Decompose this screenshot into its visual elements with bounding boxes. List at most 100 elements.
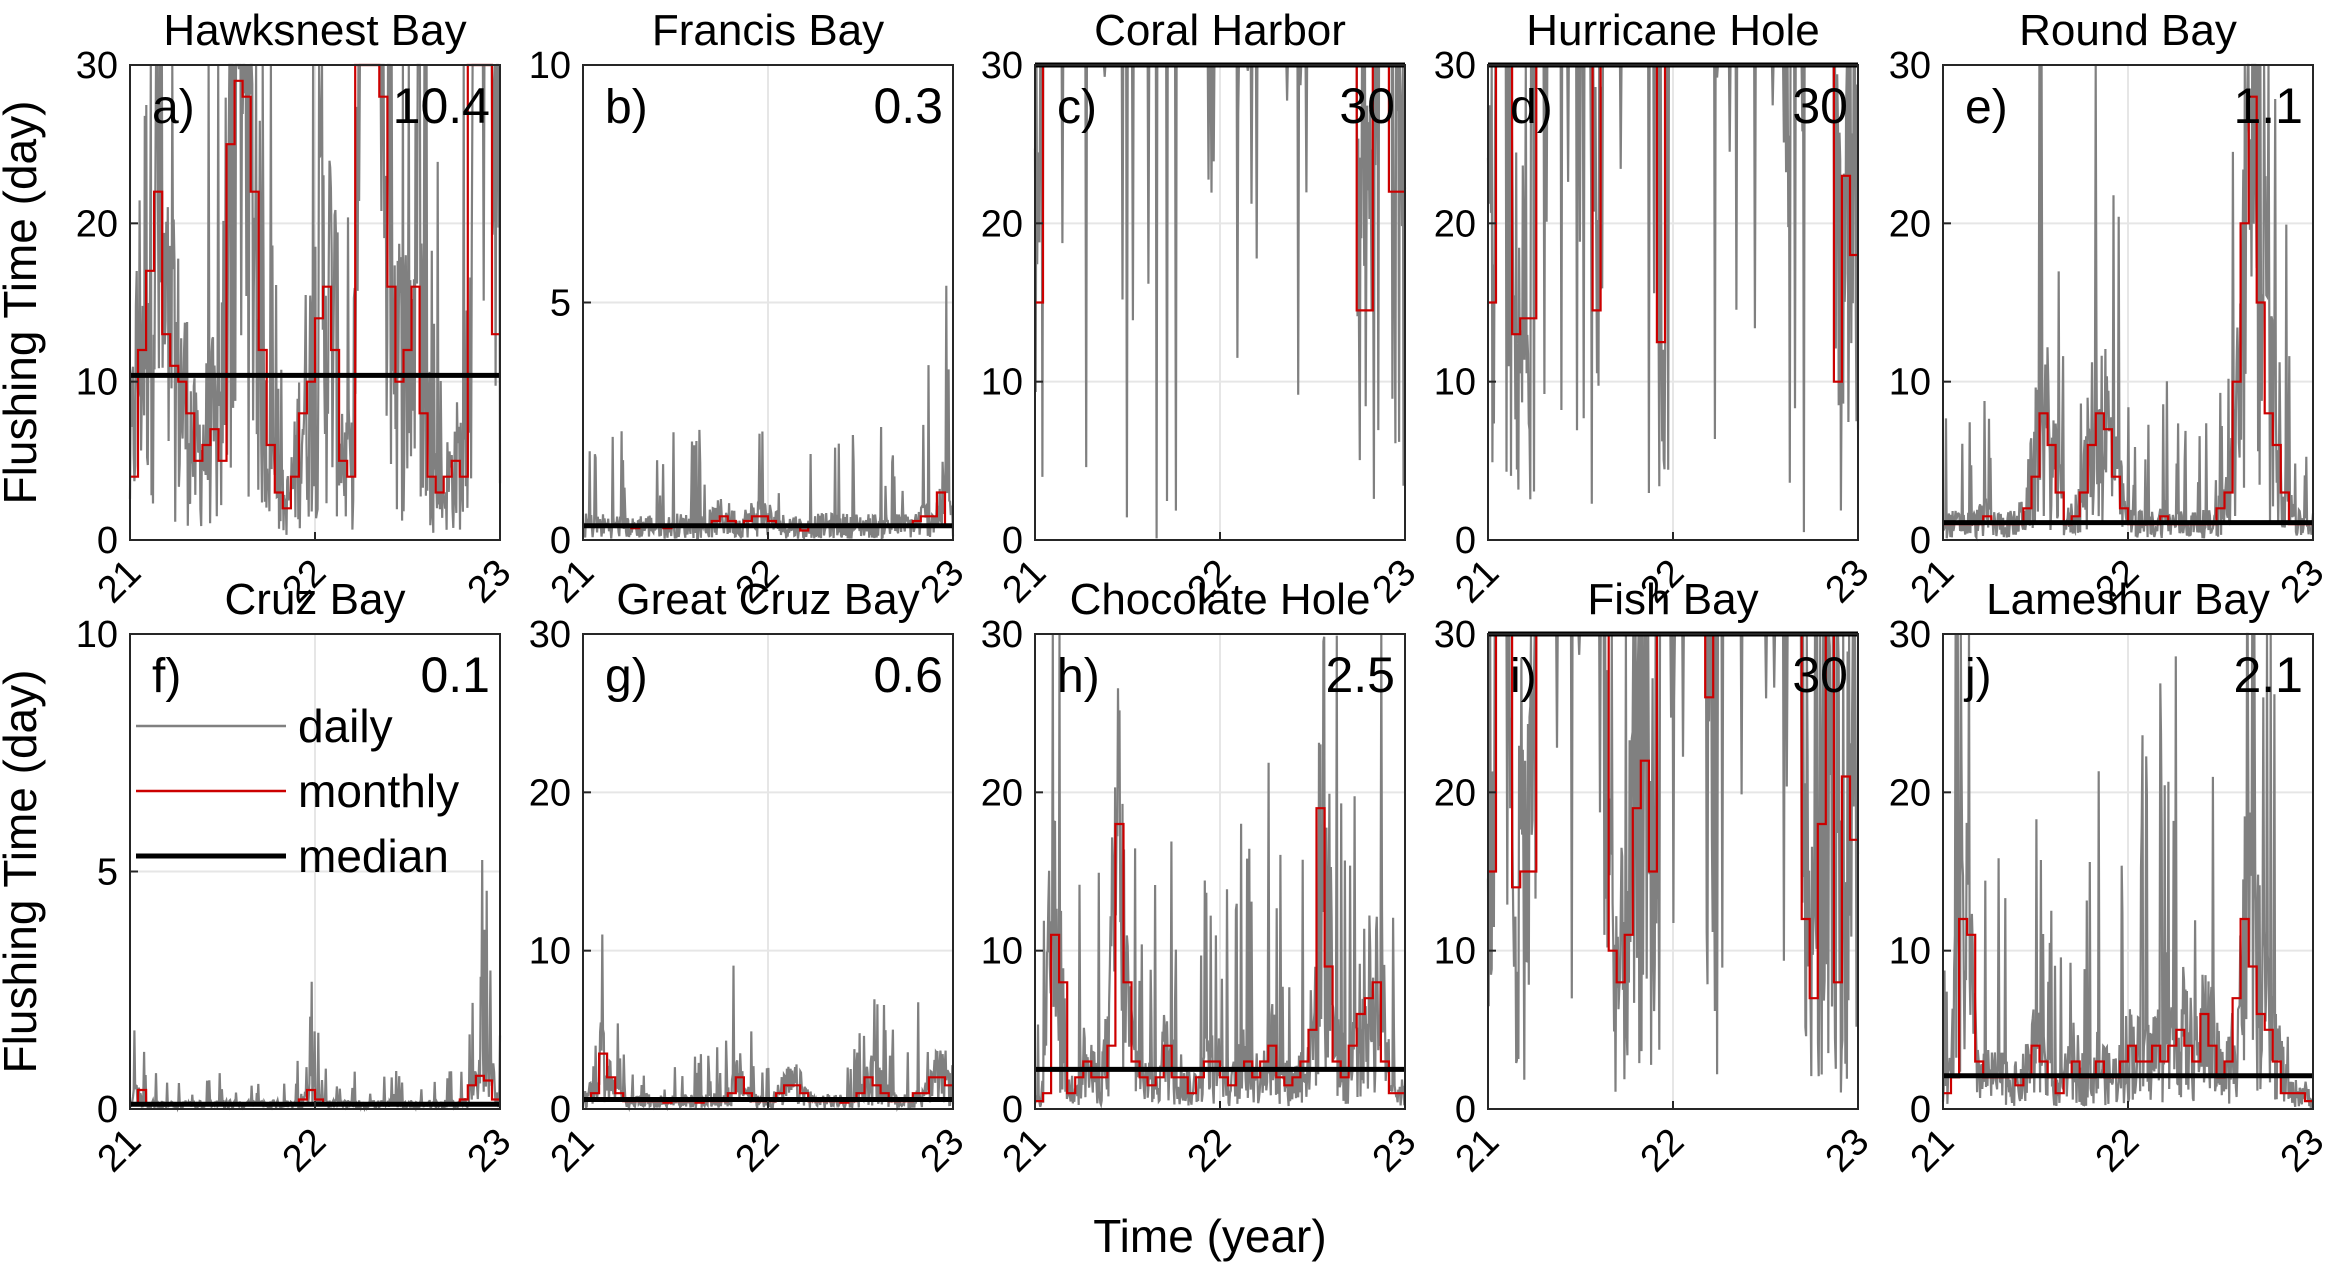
daily-series-line: [1941, 63, 2315, 542]
panel-d: [1486, 62, 1860, 541]
median-value-label: 2.1: [2233, 647, 2303, 703]
x-tick-label: 23: [1365, 1121, 1425, 1181]
x-tick-label: 23: [913, 1121, 973, 1181]
daily-series-line: [128, 63, 502, 535]
x-tick-label: 23: [460, 1121, 520, 1181]
y-tick-label: 20: [76, 203, 118, 245]
panel-title: Cruz Bay: [225, 575, 406, 624]
y-tick-label: 10: [76, 614, 118, 656]
y-tick-label: 20: [1434, 203, 1476, 245]
y-tick-label: 10: [529, 45, 571, 87]
y-tick-label: 5: [97, 852, 118, 894]
y-tick-label: 30: [1434, 614, 1476, 656]
median-value-label: 0.1: [420, 647, 490, 703]
y-tick-label: 30: [1889, 614, 1931, 656]
y-tick-label: 0: [1910, 1089, 1931, 1131]
y-tick-label: 20: [981, 203, 1023, 245]
y-tick-label: 0: [1002, 520, 1023, 562]
x-tick-label: 23: [1818, 1121, 1878, 1181]
x-tick-label: 22: [2088, 1121, 2148, 1181]
y-tick-label: 10: [1434, 931, 1476, 973]
y-tick-label: 20: [1889, 772, 1931, 814]
y-tick-label: 10: [981, 931, 1023, 973]
y-tick-label: 0: [97, 520, 118, 562]
panel-c: [1033, 62, 1407, 541]
x-tick-label: 23: [2273, 1121, 2333, 1181]
y-tick-label: 30: [981, 45, 1023, 87]
median-value-label: 2.5: [1325, 647, 1395, 703]
y-tick-label: 10: [529, 931, 571, 973]
y-tick-label: 5: [550, 283, 571, 325]
y-tick-label: 0: [97, 1089, 118, 1131]
panel-label: c): [1057, 81, 1097, 134]
panel-label: g): [605, 650, 648, 703]
panel-j: [1941, 632, 2315, 1110]
x-tick-label: 23: [460, 552, 520, 612]
panel-label: b): [605, 81, 648, 134]
median-value-label: 30: [1339, 78, 1395, 134]
panel-g: [581, 633, 955, 1113]
panel-label: a): [152, 81, 195, 134]
panel-title: Hawksnest Bay: [163, 6, 466, 55]
x-tick-label: 23: [1365, 552, 1425, 612]
panel-title: Coral Harbor: [1094, 6, 1346, 55]
panel-title: Round Bay: [2019, 6, 2237, 55]
y-tick-label: 30: [529, 614, 571, 656]
median-value-label: 30: [1792, 78, 1848, 134]
y-tick-label: 0: [550, 1089, 571, 1131]
y-axis-label: Flushing Time (day): [0, 670, 46, 1074]
y-tick-label: 10: [981, 362, 1023, 404]
legend-label-monthly: monthly: [298, 765, 459, 817]
panel-title: Fish Bay: [1587, 575, 1758, 624]
y-tick-label: 0: [1002, 1089, 1023, 1131]
y-tick-label: 30: [76, 45, 118, 87]
y-tick-label: 30: [981, 614, 1023, 656]
y-tick-label: 0: [1455, 1089, 1476, 1131]
y-tick-label: 20: [1434, 772, 1476, 814]
y-tick-label: 10: [76, 362, 118, 404]
x-tick-label: 22: [728, 1121, 788, 1181]
median-value-label: 0.3: [873, 78, 943, 134]
panel-label: d): [1510, 81, 1553, 134]
y-tick-label: 0: [1455, 520, 1476, 562]
median-value-label: 10.4: [393, 78, 490, 134]
monthly-series-line: [130, 63, 500, 510]
panel-title: Chocolate Hole: [1070, 575, 1371, 624]
panel-h: [1033, 633, 1407, 1110]
y-tick-label: 0: [1910, 520, 1931, 562]
panel-title: Lameshur Bay: [1986, 575, 2270, 624]
x-tick-label: 23: [913, 552, 973, 612]
y-tick-label: 20: [981, 772, 1023, 814]
y-tick-label: 20: [1889, 203, 1931, 245]
y-tick-label: 10: [1434, 362, 1476, 404]
panel-f: [128, 633, 502, 1113]
panel-title: Great Cruz Bay: [616, 575, 919, 624]
panel-b: [581, 64, 955, 541]
x-axis-label: Time (year): [1093, 1210, 1326, 1262]
x-tick-label: 22: [275, 1121, 335, 1181]
x-tick-label: 23: [1818, 552, 1878, 612]
panel-label: j): [1963, 650, 1992, 703]
x-tick-label: 22: [1633, 1121, 1693, 1181]
legend-label-median: median: [298, 830, 449, 882]
x-tick-label: 22: [1180, 1121, 1240, 1181]
y-tick-label: 10: [1889, 362, 1931, 404]
panel-a: [128, 63, 502, 541]
monthly-series-line: [1943, 95, 2313, 526]
x-tick-label: 23: [2273, 552, 2333, 612]
panel-title: Francis Bay: [652, 6, 884, 55]
y-tick-label: 10: [1889, 931, 1931, 973]
legend-label-daily: daily: [298, 700, 393, 752]
panel-label: i): [1510, 650, 1537, 703]
panel-label: e): [1965, 81, 2008, 134]
daily-series-line: [1941, 632, 2315, 1109]
y-tick-label: 20: [529, 772, 571, 814]
y-tick-label: 30: [1889, 45, 1931, 87]
panel-label: h): [1057, 650, 1100, 703]
panel-i: [1486, 631, 1860, 1110]
y-tick-label: 30: [1434, 45, 1476, 87]
median-value-label: 30: [1792, 647, 1848, 703]
panel-title: Hurricane Hole: [1526, 6, 1819, 55]
panel-e: [1941, 63, 2315, 542]
